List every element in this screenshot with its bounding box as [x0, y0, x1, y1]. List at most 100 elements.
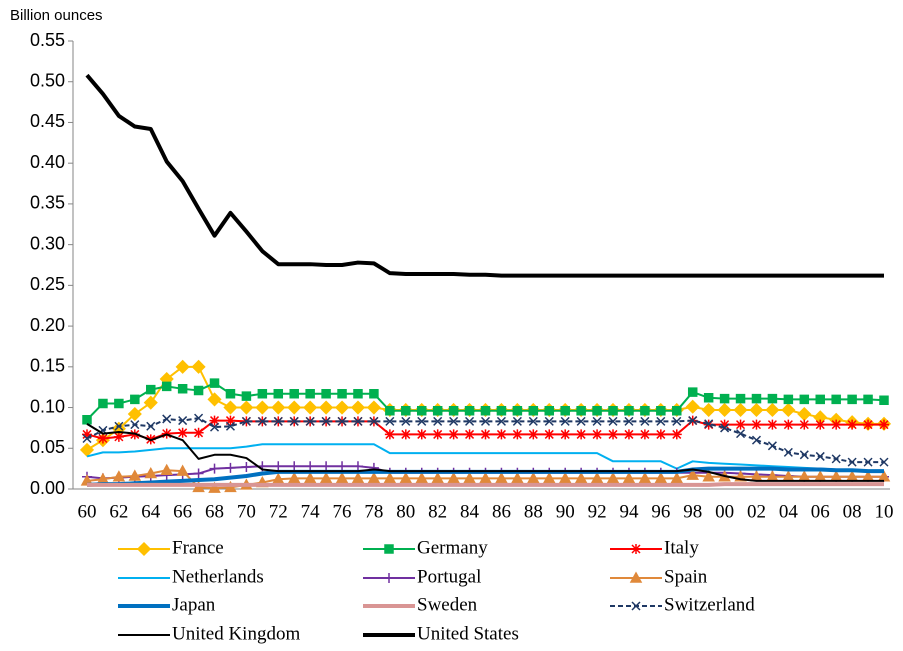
marker — [495, 471, 508, 484]
marker — [337, 461, 348, 472]
series-line — [86, 422, 884, 482]
y-tick-label: 0.00 — [30, 478, 65, 498]
marker — [416, 406, 427, 416]
x-tick-label: 08 — [843, 501, 862, 522]
marker — [558, 471, 572, 484]
marker — [685, 399, 700, 414]
marker — [720, 423, 730, 433]
marker — [783, 447, 793, 457]
marker — [576, 429, 587, 440]
marker — [592, 406, 602, 416]
marker — [879, 395, 889, 405]
x-tick-label: 74 — [301, 501, 321, 522]
x-tick-label: 94 — [619, 501, 639, 522]
marker — [528, 406, 539, 416]
marker — [863, 419, 874, 430]
marker — [82, 415, 92, 425]
marker — [767, 441, 777, 451]
marker — [305, 388, 315, 399]
marker — [209, 378, 220, 388]
x-tick-label: 10 — [875, 501, 894, 522]
marker — [751, 435, 762, 445]
marker — [623, 429, 634, 440]
marker — [592, 416, 602, 426]
x-tick-label: 88 — [524, 501, 543, 522]
marker — [447, 471, 460, 484]
marker — [415, 471, 429, 484]
marker — [271, 400, 286, 415]
legend-label: France — [172, 537, 224, 558]
marker — [751, 419, 762, 430]
marker — [162, 414, 172, 424]
marker — [353, 388, 363, 399]
marker — [688, 416, 698, 426]
marker — [127, 407, 142, 422]
marker — [98, 398, 108, 409]
marker — [719, 393, 730, 404]
marker — [239, 400, 254, 415]
marker — [177, 427, 188, 438]
marker — [656, 406, 666, 416]
marker — [146, 421, 156, 431]
marker — [178, 416, 188, 426]
marker — [496, 416, 506, 426]
marker — [448, 429, 459, 440]
marker — [449, 416, 459, 426]
marker — [815, 419, 826, 430]
series-line — [86, 443, 885, 473]
marker — [560, 406, 570, 416]
marker — [114, 398, 124, 409]
marker — [640, 416, 650, 426]
marker — [194, 413, 204, 423]
marker — [576, 416, 586, 426]
marker — [527, 471, 540, 484]
marker — [544, 406, 555, 416]
marker — [717, 402, 732, 418]
marker — [289, 388, 299, 399]
marker — [433, 416, 443, 426]
marker — [592, 429, 603, 440]
marker — [512, 406, 523, 416]
x-tick-label: 90 — [556, 501, 575, 522]
marker — [831, 454, 841, 464]
marker — [208, 481, 221, 493]
y-tick-label: 0.05 — [30, 437, 65, 457]
marker — [128, 469, 142, 481]
marker — [799, 419, 810, 430]
marker — [783, 419, 794, 430]
marker — [480, 406, 491, 416]
legend-marker — [629, 571, 643, 583]
marker — [879, 457, 889, 467]
legend-label: Sweden — [417, 594, 478, 615]
marker — [544, 429, 555, 440]
marker — [702, 470, 715, 482]
marker — [767, 419, 778, 430]
y-tick-label: 0.35 — [30, 193, 65, 213]
marker — [799, 450, 809, 460]
marker — [799, 394, 810, 405]
marker — [863, 457, 873, 467]
marker — [321, 461, 332, 472]
marker — [255, 400, 270, 415]
marker — [399, 471, 413, 484]
marker — [287, 400, 302, 415]
marker — [463, 471, 476, 484]
marker — [225, 421, 235, 431]
marker — [767, 393, 778, 404]
marker — [511, 471, 524, 484]
marker — [480, 416, 491, 426]
marker — [465, 416, 475, 426]
marker — [130, 394, 140, 405]
marker — [528, 416, 538, 426]
marker — [176, 464, 189, 476]
marker — [401, 416, 411, 426]
marker — [177, 384, 188, 394]
legend-label: Italy — [664, 537, 699, 558]
marker — [289, 461, 300, 472]
y-tick-label: 0.15 — [30, 356, 65, 376]
legend-label: United States — [417, 623, 519, 644]
marker — [353, 416, 363, 426]
marker — [701, 402, 716, 418]
marker — [143, 395, 158, 410]
x-tick-label: 04 — [779, 501, 799, 522]
